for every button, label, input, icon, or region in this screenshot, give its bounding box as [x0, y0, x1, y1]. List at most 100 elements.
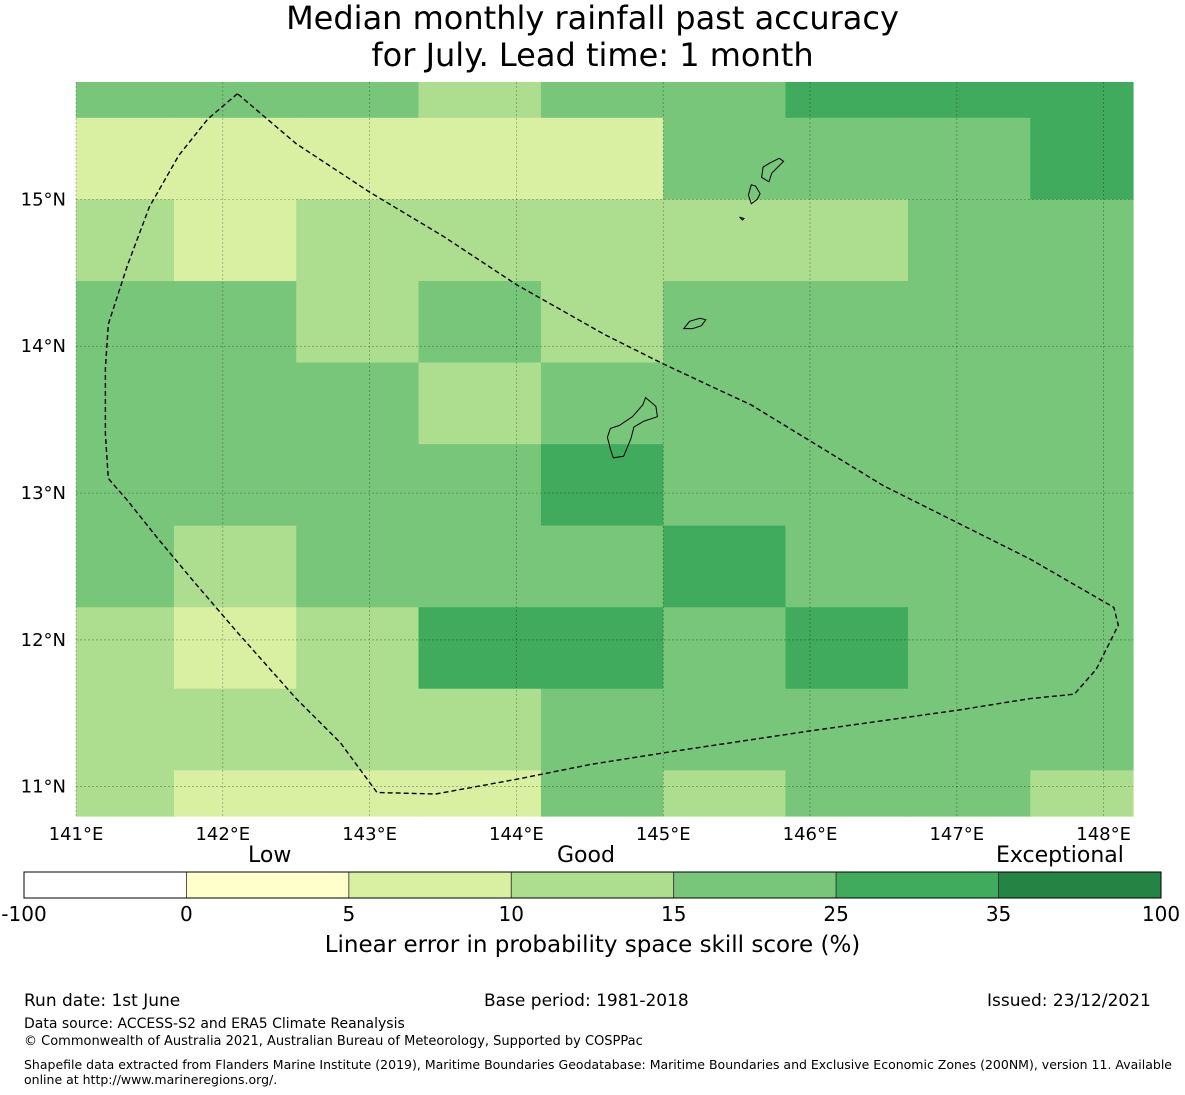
grid-cell [173, 362, 297, 445]
eez-boundary [104, 93, 1120, 795]
grid-cell [907, 82, 1031, 119]
longitude-tick-label: 142°E [195, 824, 250, 845]
grid-cell [76, 444, 175, 527]
grid-cell [785, 82, 909, 119]
colorbar-label: Linear error in probability space skill … [324, 932, 861, 958]
grid-cell [296, 281, 420, 364]
longitude-tick-label: 146°E [783, 824, 838, 845]
grid-cell [907, 607, 1031, 690]
grid-cell [1030, 688, 1134, 771]
grid-cell [785, 770, 909, 817]
colorbar-segment [186, 871, 350, 899]
grid-cell [418, 362, 542, 445]
grid-cell [1030, 444, 1134, 527]
grid-cell [663, 770, 787, 817]
grid-cell [418, 607, 542, 690]
grid-cell [173, 607, 297, 690]
grid-cell [663, 688, 787, 771]
island-outline [606, 396, 658, 459]
longitude-tick-label: 144°E [489, 824, 544, 845]
latitude-tick-label: 11°N [21, 777, 66, 798]
colorbar-tick-label: 5 [342, 902, 356, 926]
colorbar-tick-label: -100 [1, 902, 47, 926]
grid-cell [76, 770, 175, 817]
grid-cell [540, 82, 664, 119]
grid-cell [540, 117, 664, 201]
grid-cell [296, 444, 420, 527]
grid-cell [76, 281, 175, 364]
grid-cell [663, 525, 787, 608]
category-good: Good [557, 843, 615, 868]
grid-cell [663, 362, 787, 445]
colorbar-tick-label: 15 [660, 902, 687, 926]
colorbar-segment [23, 871, 187, 899]
grid-cell [663, 199, 787, 282]
latitude-tick-label: 14°N [21, 336, 66, 357]
grid-cell [173, 444, 297, 527]
grid-cell [418, 444, 542, 527]
grid-cell [907, 444, 1031, 527]
grid-cell [785, 362, 909, 445]
category-low: Low [248, 843, 292, 868]
island-outline [739, 216, 745, 221]
grid-cell [540, 607, 664, 690]
latitude-tick-label: 13°N [21, 483, 66, 504]
base-period: Base period: 1981-2018 [484, 991, 689, 1011]
grid-cell [907, 362, 1031, 445]
grid-cell [785, 444, 909, 527]
grid-cell [785, 281, 909, 364]
grid-cell [1030, 525, 1134, 608]
grid-cell [907, 199, 1031, 282]
grid-cell [663, 117, 787, 201]
grid-cell [173, 199, 297, 282]
grid-cell [907, 281, 1031, 364]
grid-cell [907, 770, 1031, 817]
map-title-line-1: Median monthly rainfall past accuracy [286, 0, 899, 37]
colorbar-segment [510, 871, 675, 899]
grid-cell [418, 281, 542, 364]
grid-cell [540, 525, 664, 608]
colorbar-tick-label: 10 [498, 902, 525, 926]
colorbar-segment [835, 871, 999, 899]
grid-cell [296, 525, 420, 608]
grid-cell [785, 688, 909, 771]
issued-date: Issued: 23/12/2021 [987, 991, 1151, 1011]
grid-cell [663, 82, 787, 119]
grid-cell [418, 117, 542, 201]
colorbar-frame [23, 871, 1162, 899]
grid-cell [540, 199, 664, 282]
grid-cell [173, 525, 297, 608]
grid-cell [1030, 362, 1134, 445]
grid-cell [785, 117, 909, 201]
grid-cell [540, 770, 664, 817]
graticule [75, 82, 1133, 816]
grid-cell [76, 607, 175, 690]
grid-cell [173, 688, 297, 771]
grid-cell [663, 444, 787, 527]
grid-cell [907, 525, 1031, 608]
longitude-axis: 141°E 142°E 143°E 144°E 145°E 146°E 147°E 148°E [49, 824, 1131, 845]
skill-score-map: 141°E 142°E 143°E 144°E 145°E 146°E 147°E 148°E… [21, 82, 1162, 899]
grid-cell [76, 688, 175, 771]
grid-cell [1030, 117, 1134, 201]
island-outline [747, 184, 761, 205]
grid-cell [785, 199, 909, 282]
colorbar-segment [348, 871, 512, 899]
grid-cell [76, 362, 175, 445]
grid-cell [296, 607, 420, 690]
longitude-tick-label: 148°E [1076, 824, 1131, 845]
longitude-tick-label: 145°E [636, 824, 691, 845]
grid-cell [1030, 82, 1134, 119]
grid-cell [76, 82, 175, 119]
grid-cell [1030, 199, 1134, 282]
grid-cell [296, 362, 420, 445]
grid-cell [296, 117, 420, 201]
grid-cell [76, 525, 175, 608]
grid-cell [418, 82, 542, 119]
longitude-tick-label: 147°E [929, 824, 984, 845]
grid-cell [540, 688, 664, 771]
colorbar-tick-label: 35 [985, 902, 1012, 926]
grid-cell [173, 117, 297, 201]
grid-cell [540, 281, 664, 364]
grid-cell [663, 281, 787, 364]
